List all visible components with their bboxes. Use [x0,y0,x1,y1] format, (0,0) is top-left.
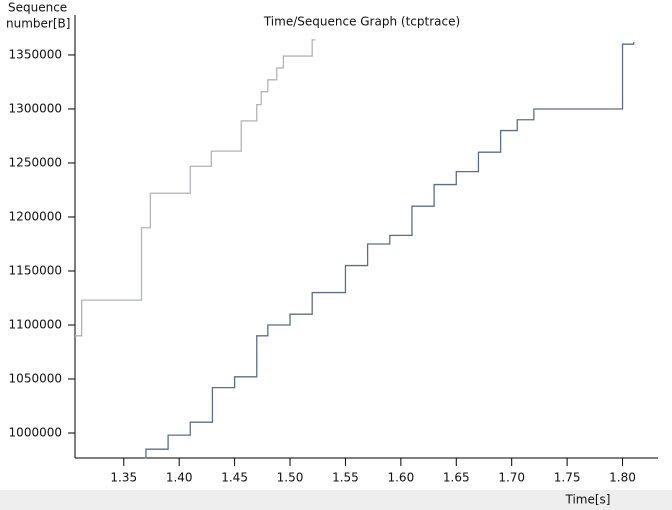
x-tick-label: 1.60 [387,471,414,485]
y-tick-label: 1350000 [9,47,62,61]
x-tick-label: 1.80 [609,471,636,485]
y-tick-label: 1100000 [9,317,62,331]
y-tick-label: 1000000 [9,425,62,439]
x-tick-label: 1.55 [332,471,359,485]
y-tick-label: 1200000 [9,209,62,223]
series-line [144,42,635,459]
series-line [75,39,316,337]
y-tick-label: 1050000 [9,371,62,385]
y-tick-label: 1150000 [9,263,62,277]
x-label: Time[s] [565,493,611,507]
x-tick-label: 1.70 [498,471,525,485]
x-tick-label: 1.40 [166,471,193,485]
x-tick-label: 1.65 [443,471,470,485]
y-label: number[B] [6,17,70,31]
y-tick-label: 1250000 [9,155,62,169]
x-tick-label: 1.45 [221,471,248,485]
chart-title: Time/Sequence Graph (tcptrace) [263,15,460,29]
x-tick-label: 1.35 [110,471,137,485]
status-strip [0,490,672,510]
y-tick-label: 1300000 [9,101,62,115]
y-label: Sequence [8,1,67,15]
x-tick-label: 1.50 [277,471,304,485]
x-tick-label: 1.75 [554,471,581,485]
